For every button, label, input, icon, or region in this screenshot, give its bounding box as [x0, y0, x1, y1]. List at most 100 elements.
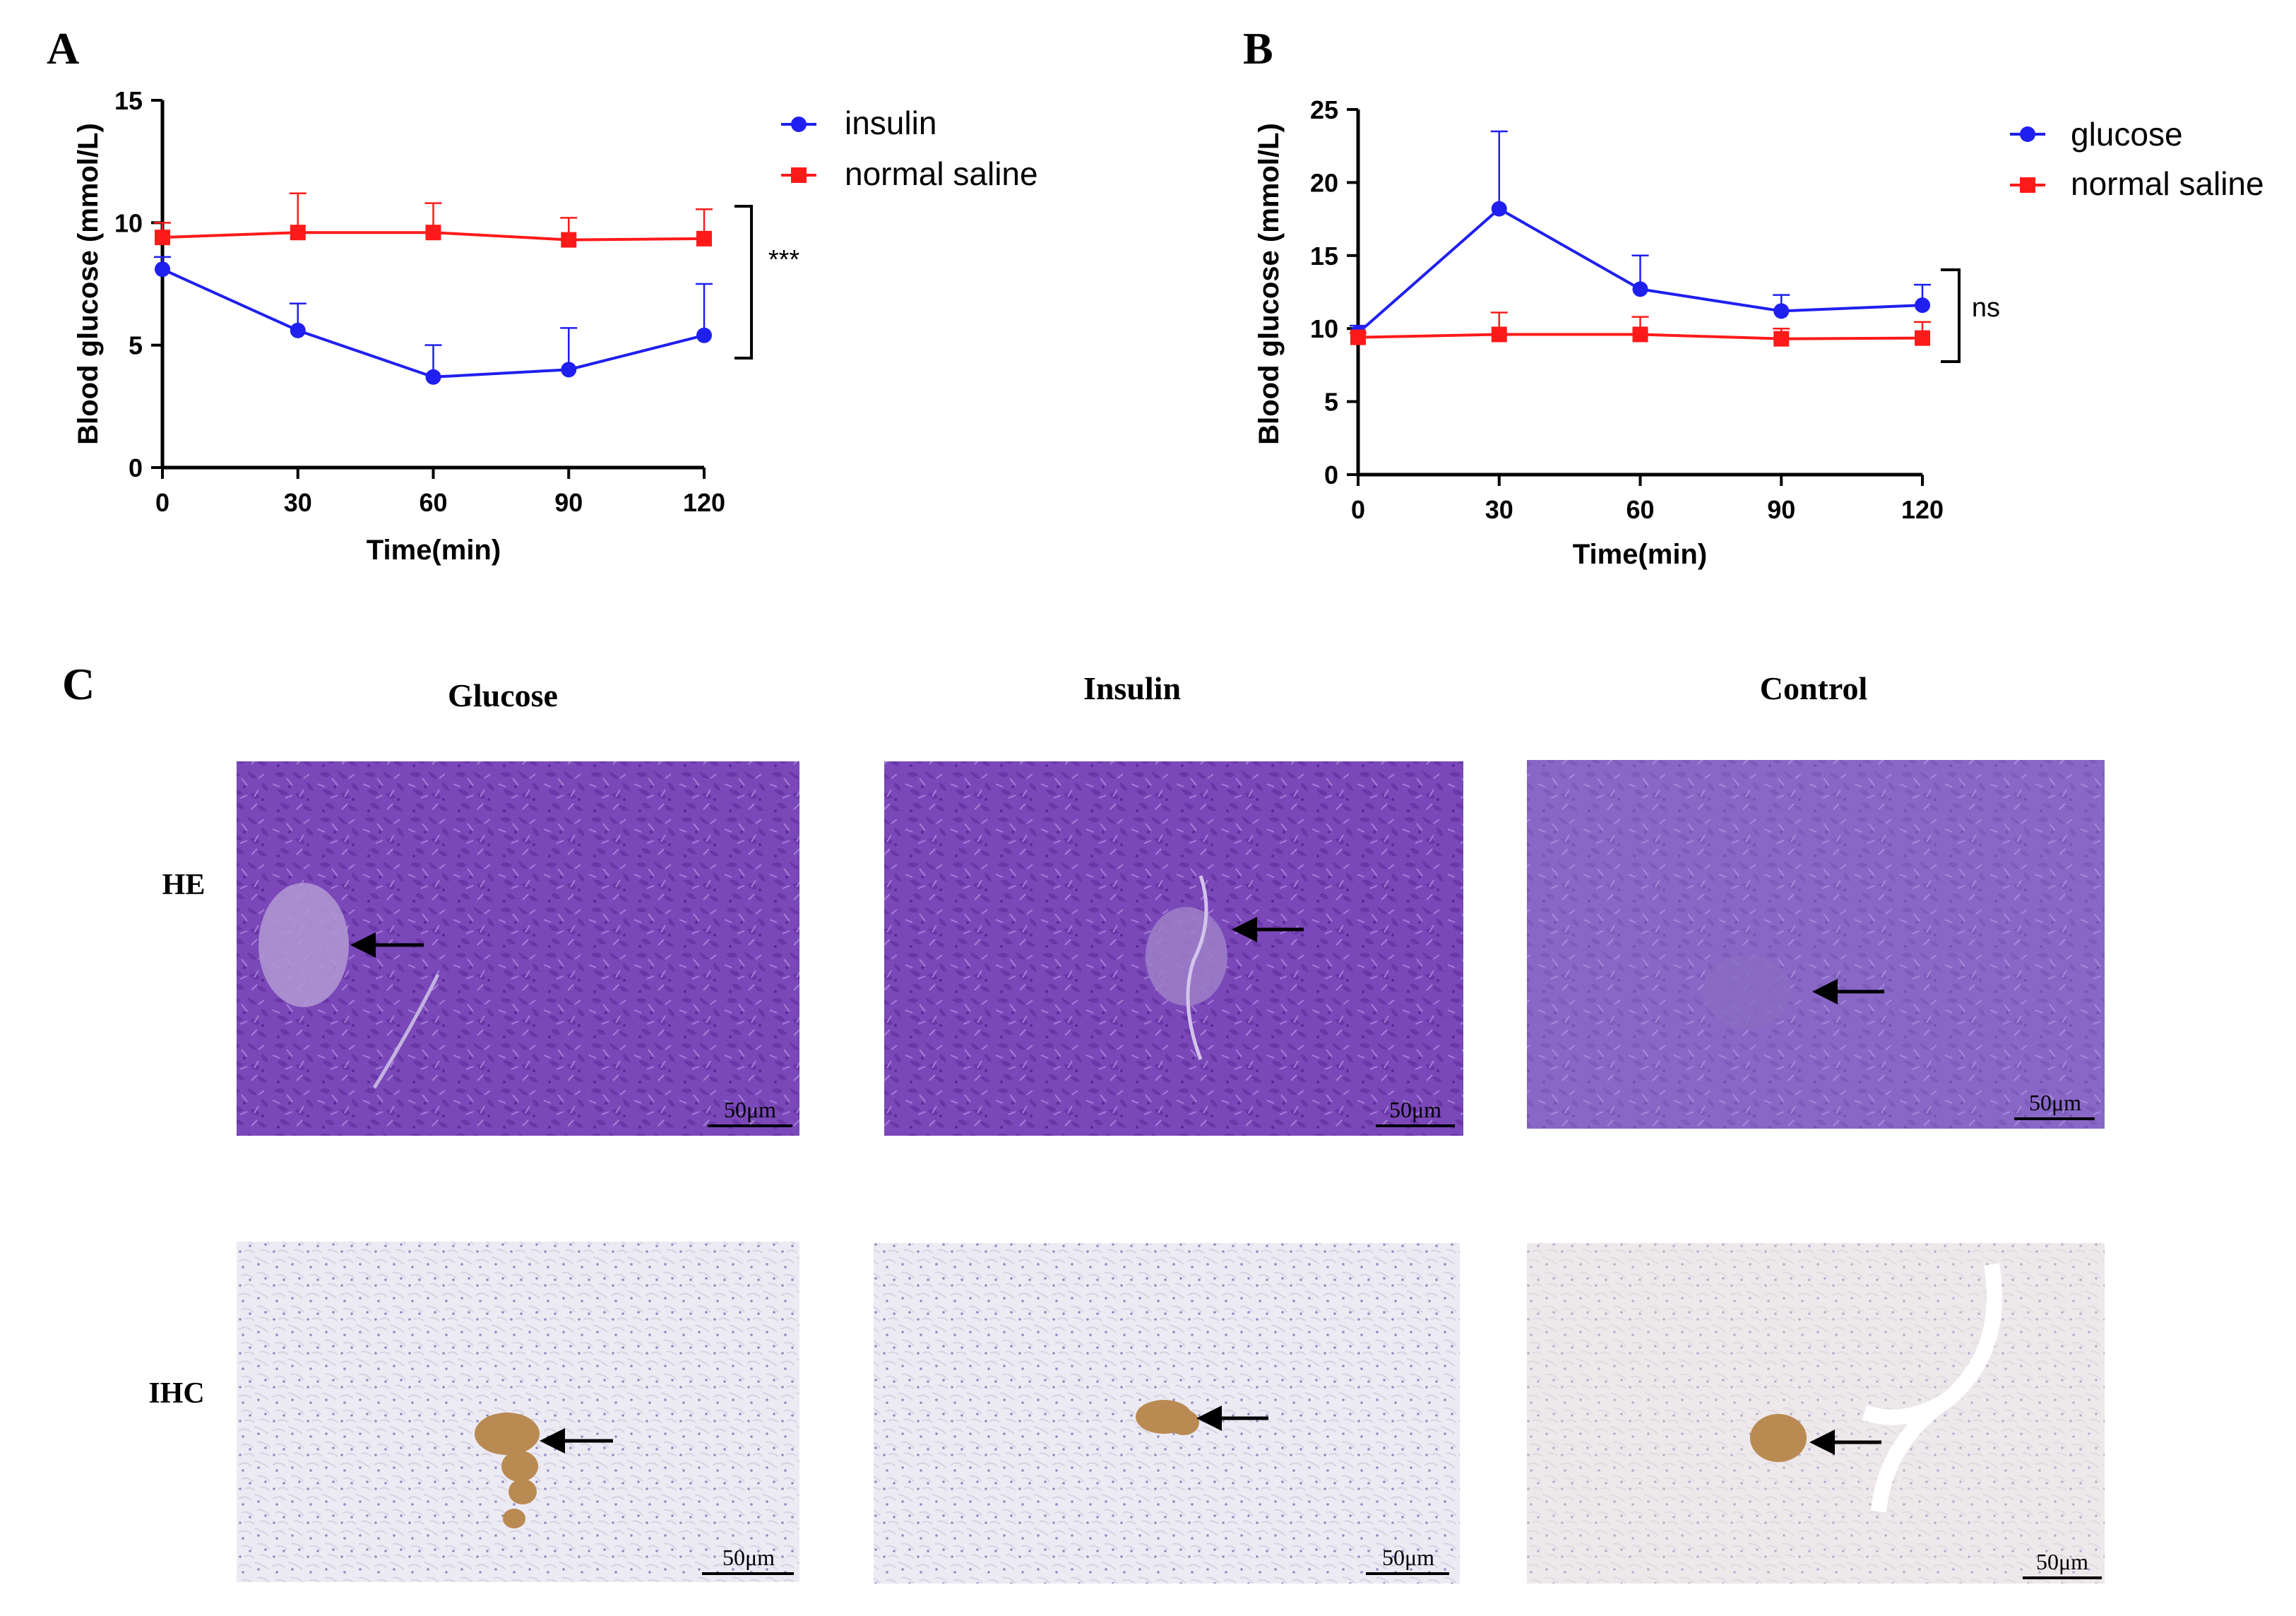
y-tick-label: 5 [129, 331, 143, 360]
data-point [561, 362, 577, 378]
series-glucose [1350, 130, 1931, 341]
significance-label: *** [768, 245, 800, 275]
data-point [425, 225, 441, 241]
islet-region [1146, 907, 1227, 1006]
data-point [561, 232, 577, 248]
row-header-he: HE [162, 869, 206, 901]
legend-glucose-marker [2020, 126, 2035, 142]
significance-label: ns [1972, 293, 2000, 323]
data-point [1491, 326, 1507, 343]
y-axis-label: Blood glucose (mmol/L) [1254, 123, 1285, 445]
significance-bracket [1941, 268, 1961, 363]
x-tick-label: 30 [284, 488, 312, 517]
data-point [425, 369, 441, 385]
x-tick-label: 120 [683, 488, 725, 517]
x-tick-label: 0 [1351, 495, 1365, 524]
data-point [696, 327, 712, 343]
legend-saline-label: normal saline [2071, 165, 2264, 202]
y-tick-label: 0 [1324, 461, 1338, 489]
data-point [290, 225, 306, 241]
data-point [1350, 329, 1366, 345]
micrograph-he-glucose: 50μm [237, 761, 799, 1136]
data-point [1773, 331, 1790, 347]
series-insulin [154, 256, 713, 385]
legend-saline-marker [2020, 177, 2035, 193]
data-point [155, 230, 170, 246]
y-tick-label: 0 [129, 453, 143, 482]
panel-label-b: B [1243, 23, 1273, 73]
column-header-glucose: Glucose [448, 677, 558, 713]
y-tick-label: 15 [1310, 242, 1338, 271]
legend-insulin-label: insulin [845, 105, 936, 141]
x-tick-label: 60 [419, 488, 447, 517]
stained-islet [1136, 1400, 1199, 1435]
x-tick-label: 30 [1485, 495, 1513, 524]
axis-ticks: 0 30 60 90 120 0 5 10 15 20 25 [1310, 95, 1944, 524]
micrograph-ihc-control: 50μm [1527, 1243, 2105, 1584]
data-point [696, 230, 712, 246]
y-tick-label: 25 [1310, 95, 1338, 124]
y-axis-label: Blood glucose (mmol/L) [73, 123, 104, 445]
warm-tone [1527, 1243, 2105, 1584]
x-axis-label: Time(min) [1573, 539, 1707, 570]
data-point [155, 261, 170, 278]
y-tick-label: 10 [1310, 314, 1338, 343]
arrow-head [1232, 917, 1257, 942]
data-point [1632, 281, 1648, 297]
arrow-head [540, 1428, 565, 1454]
legend-saline-label: normal saline [845, 155, 1038, 192]
y-tick-label: 10 [114, 208, 143, 237]
he-image [1527, 760, 2105, 1129]
data-point [1915, 297, 1930, 314]
stained-islet [1750, 1414, 1807, 1462]
legend-insulin-marker [791, 117, 807, 132]
vessel [1862, 1263, 2002, 1513]
scale-bar-label: 50μm [2029, 1090, 2081, 1115]
panel-label-a: A [47, 23, 79, 73]
x-tick-label: 90 [1767, 495, 1795, 524]
lighter-tone [1527, 760, 2105, 1129]
scale-bar-label: 50μm [1382, 1545, 1434, 1570]
series-normal-saline [1350, 311, 1931, 347]
x-tick-label: 120 [1901, 495, 1944, 524]
ihc-image [1527, 1243, 2105, 1584]
x-tick-label: 90 [554, 488, 583, 517]
legend-glucose-label: glucose [2071, 116, 2183, 153]
tissue-fissure [1186, 875, 1208, 1060]
column-header-control: Control [1760, 670, 1868, 706]
arrow-head [1196, 1406, 1222, 1431]
ihc-image [237, 1242, 799, 1582]
y-tick-label: 15 [114, 86, 143, 115]
legend-saline-marker [791, 167, 807, 183]
x-tick-label: 0 [155, 488, 169, 517]
arrow-head [1809, 1430, 1835, 1455]
chart-a: 0 30 60 90 120 0 5 10 15 Time(min) Blood glucose… [73, 86, 1038, 566]
column-header-insulin: Insulin [1083, 670, 1181, 706]
islet-region [1703, 955, 1791, 1028]
scale-bar-label: 50μm [2036, 1549, 2088, 1574]
series-layer [154, 192, 713, 385]
series-layer [1350, 130, 1931, 347]
scale-bar-label: 50μm [724, 1097, 776, 1122]
panel-label-c: C [62, 659, 95, 709]
data-point [1915, 330, 1930, 346]
axis-ticks: 0 30 60 90 120 0 5 10 15 [114, 86, 725, 517]
micrograph-he-control: 50μm [1527, 760, 2105, 1129]
islet-region [258, 883, 349, 1007]
legend: insulin normal saline [781, 105, 1038, 192]
tissue-fissure [372, 973, 440, 1089]
data-point [1491, 201, 1507, 217]
row-header-ihc: IHC [148, 1377, 204, 1410]
scale-bar-label: 50μm [1389, 1097, 1441, 1122]
scale-bar-label: 50μm [722, 1545, 775, 1570]
data-point [1773, 303, 1790, 319]
stained-islet [475, 1413, 540, 1528]
micrograph-ihc-glucose: 50μm [237, 1242, 799, 1582]
legend: glucose normal saline [2010, 116, 2264, 202]
y-tick-label: 20 [1310, 168, 1338, 197]
significance-bracket [734, 205, 753, 360]
series-normal-saline [154, 192, 713, 248]
x-tick-label: 60 [1626, 495, 1654, 524]
x-axis-label: Time(min) [367, 535, 501, 566]
